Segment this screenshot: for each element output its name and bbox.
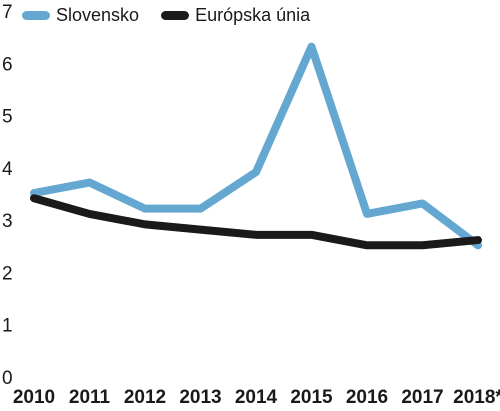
y-tick-label: 2	[2, 263, 13, 284]
y-tick-label: 0	[2, 368, 13, 389]
legend-swatch-eu	[161, 10, 190, 20]
x-tick-label: 2010	[13, 387, 55, 408]
legend-swatch-slovensko	[22, 10, 50, 20]
y-tick-label: 7	[2, 2, 13, 23]
x-tick-label: 2013	[179, 387, 221, 408]
legend-item-eu: Európska únia	[161, 5, 310, 26]
y-tick-label: 3	[2, 211, 13, 232]
legend-label-slovensko: Slovensko	[56, 4, 140, 25]
y-tick-label: 1	[2, 316, 13, 337]
x-tick-label: 2011	[69, 387, 111, 408]
legend-label-eu: Európska únia	[195, 4, 311, 25]
legend: Slovensko Európska únia	[22, 2, 332, 28]
x-tick-label: 2018*	[453, 387, 500, 408]
x-tick-label: 2017	[401, 387, 443, 408]
x-tick-label: 2014	[235, 387, 278, 408]
legend-item-slovensko: Slovensko	[22, 5, 139, 26]
x-tick-label: 2015	[290, 387, 333, 408]
y-tick-label: 5	[2, 107, 13, 128]
y-tick-label: 4	[2, 159, 13, 180]
y-tick-label: 6	[2, 54, 13, 75]
x-tick-label: 2012	[124, 387, 166, 408]
x-tick-label: 2016	[346, 387, 388, 408]
